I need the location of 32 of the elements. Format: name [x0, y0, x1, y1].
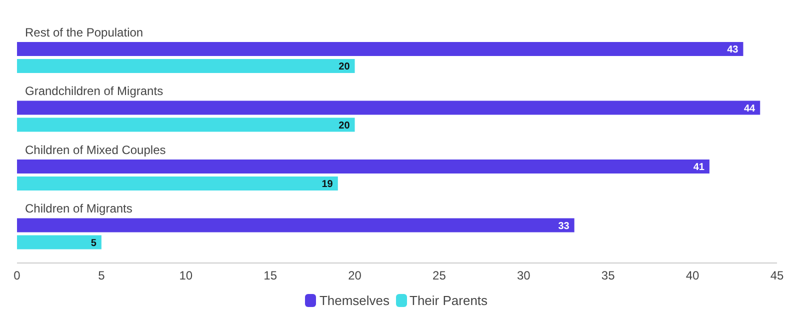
bar — [17, 218, 574, 232]
data-label: 33 — [558, 220, 570, 232]
x-tick-label: 0 — [14, 268, 21, 283]
bar — [17, 59, 355, 73]
bar — [17, 42, 744, 56]
x-tick-label: 35 — [601, 268, 616, 283]
data-label: 20 — [338, 62, 350, 73]
data-label: 44 — [744, 103, 756, 114]
data-label: 20 — [338, 120, 350, 132]
x-tick-label: 45 — [770, 268, 784, 283]
x-tick-label: 30 — [516, 268, 531, 283]
x-tick-label: 5 — [98, 268, 106, 283]
bar — [17, 100, 760, 115]
y-tick-label: Grandchildren of Migrants — [25, 84, 164, 98]
bar — [17, 176, 338, 190]
x-tick-label: 25 — [432, 268, 446, 283]
y-tick-label: Children of Migrants — [25, 202, 132, 216]
legend-label: Themselves — [319, 293, 390, 308]
bar — [17, 118, 355, 132]
y-tick-label: Rest of the Population — [25, 25, 144, 40]
x-tick-label: 40 — [686, 268, 700, 283]
x-tick-label: 15 — [264, 268, 278, 283]
legend-label: Their Parents — [410, 293, 488, 308]
bar — [17, 160, 710, 174]
x-tick-label: 10 — [179, 268, 193, 283]
x-tick-label: 20 — [348, 268, 362, 283]
data-label: 41 — [693, 162, 705, 174]
y-tick-label: Children of Mixed Couples — [25, 142, 166, 157]
data-label: 43 — [727, 44, 739, 56]
data-label: 19 — [322, 179, 334, 190]
bar — [17, 235, 102, 250]
data-label: 5 — [90, 238, 97, 249]
